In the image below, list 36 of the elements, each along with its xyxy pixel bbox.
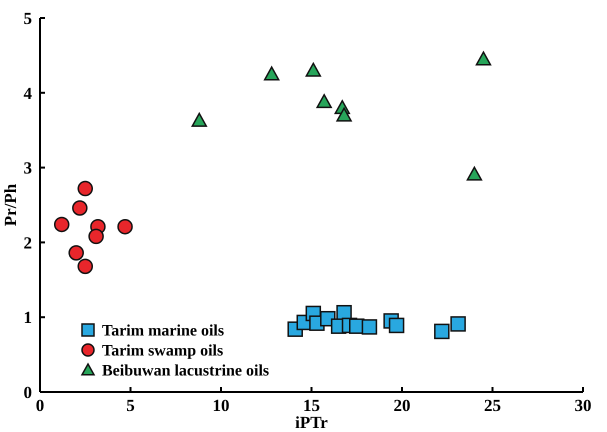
- point: [264, 66, 280, 80]
- point: [192, 112, 208, 127]
- legend-label: Tarim marine oils: [102, 322, 224, 340]
- y-tick-label: 4: [24, 84, 32, 103]
- y-tick-label: 0: [24, 382, 32, 402]
- point: [78, 180, 93, 196]
- point: [466, 166, 482, 181]
- x-tick-label: 5: [126, 396, 135, 415]
- point: [54, 216, 70, 232]
- y-axis-title: Pr/Ph: [1, 183, 20, 226]
- point: [434, 324, 450, 340]
- y-tick-label: 2: [24, 233, 32, 252]
- point: [388, 318, 404, 334]
- point: [316, 94, 332, 108]
- point: [362, 319, 378, 335]
- point: [117, 218, 133, 234]
- point: [476, 51, 492, 66]
- x-tick-label: 25: [484, 396, 501, 415]
- point: [88, 228, 104, 244]
- x-tick-label: 15: [303, 396, 320, 415]
- legend-label: Tarim swamp oils: [102, 342, 224, 360]
- legend-label: Beibuwan lacustrine oils: [102, 362, 270, 380]
- x-axis-title: iPTr: [295, 413, 328, 432]
- y-tick-label: 1: [24, 308, 32, 328]
- point: [306, 62, 322, 77]
- point: [78, 258, 93, 274]
- point: [450, 316, 466, 332]
- x-tick-label: 10: [212, 396, 230, 415]
- point: [68, 245, 84, 261]
- point: [336, 107, 352, 122]
- point: [72, 200, 88, 216]
- x-tick-label: 20: [394, 396, 410, 415]
- y-tick-label: 3: [24, 158, 32, 178]
- y-tick-label: 5: [24, 8, 32, 28]
- x-tick-label: 30: [574, 396, 592, 415]
- x-tick-label: 0: [36, 396, 44, 415]
